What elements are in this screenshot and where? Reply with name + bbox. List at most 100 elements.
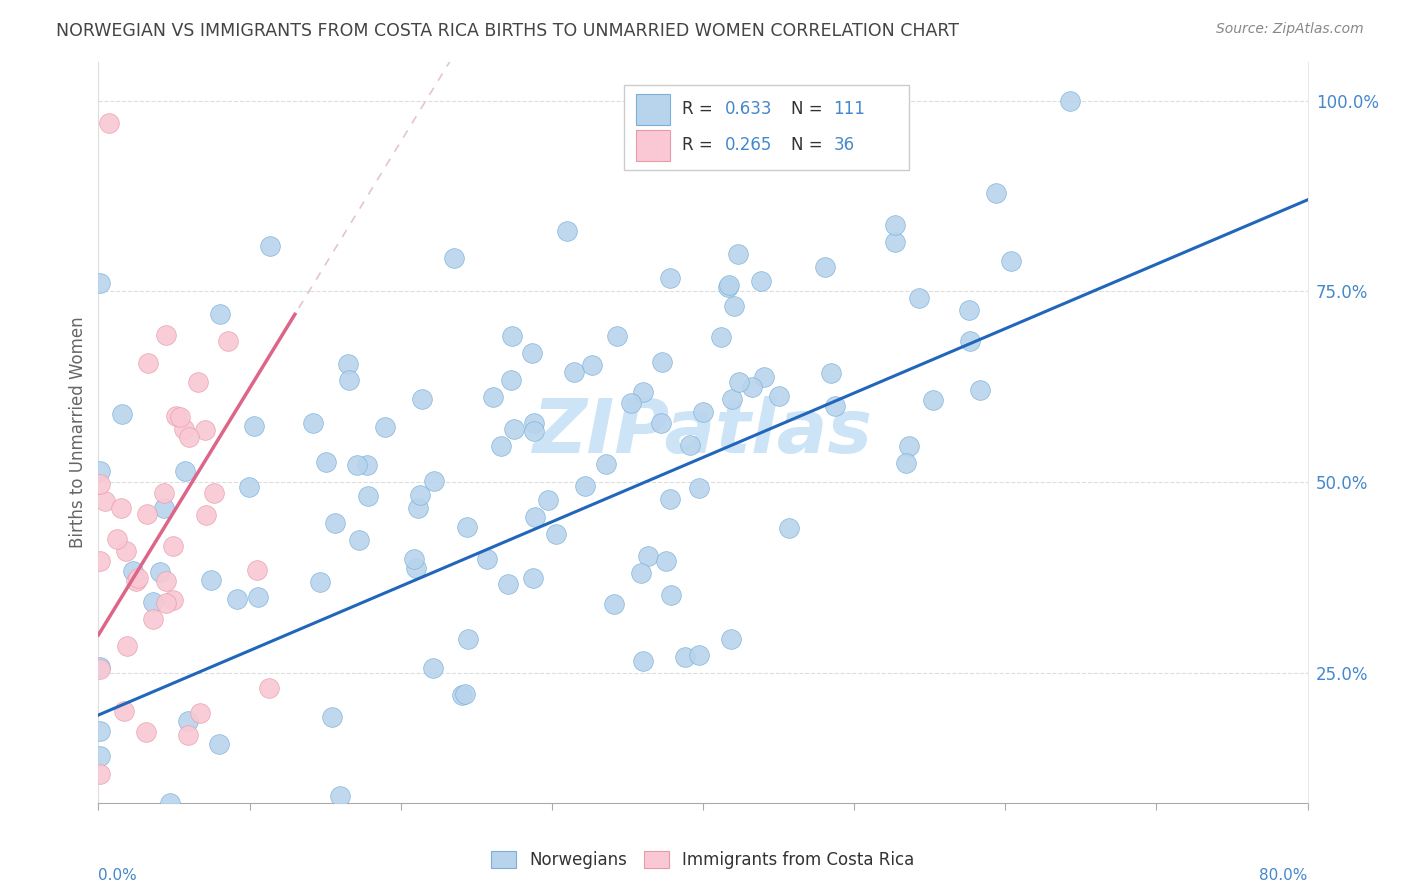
Point <box>111 407 134 421</box>
Point <box>883 235 905 249</box>
Point <box>329 789 352 803</box>
Point <box>496 576 519 591</box>
Point <box>149 565 172 579</box>
Point <box>986 186 1008 200</box>
Point <box>896 456 918 470</box>
Point <box>302 416 325 430</box>
Point <box>562 365 585 379</box>
Point <box>544 526 567 541</box>
Point <box>374 420 396 434</box>
Point <box>456 519 478 533</box>
Point <box>208 307 231 321</box>
Text: R =: R = <box>682 136 718 154</box>
Point <box>631 654 654 668</box>
Point <box>716 280 738 294</box>
Point <box>454 687 477 701</box>
Point <box>688 648 710 662</box>
Point <box>257 681 280 696</box>
Point <box>692 405 714 419</box>
Point <box>155 574 177 588</box>
Point <box>814 260 837 274</box>
Point <box>524 510 547 524</box>
Point <box>728 375 751 389</box>
Point <box>523 425 546 439</box>
Y-axis label: Births to Unmarried Women: Births to Unmarried Women <box>69 317 87 549</box>
Point <box>155 327 177 342</box>
Point <box>97 116 120 130</box>
Point <box>778 521 800 535</box>
Point <box>173 422 195 436</box>
Point <box>631 384 654 399</box>
Point <box>884 218 907 232</box>
Point <box>169 410 191 425</box>
Point <box>922 393 945 408</box>
Point <box>153 500 176 515</box>
Point <box>174 464 197 478</box>
Point <box>489 439 512 453</box>
Point <box>520 346 543 360</box>
Point <box>659 588 682 602</box>
Point <box>457 632 479 646</box>
Point <box>710 330 733 344</box>
Point <box>658 492 681 507</box>
Text: 0.265: 0.265 <box>724 136 772 154</box>
Point <box>581 358 603 372</box>
Point <box>574 479 596 493</box>
Point <box>959 334 981 348</box>
Text: 0.633: 0.633 <box>724 100 772 118</box>
Point <box>651 355 673 369</box>
Point <box>723 299 745 313</box>
Point <box>177 728 200 742</box>
Text: NORWEGIAN VS IMMIGRANTS FROM COSTA RICA BIRTHS TO UNMARRIED WOMEN CORRELATION CH: NORWEGIAN VS IMMIGRANTS FROM COSTA RICA … <box>56 22 959 40</box>
Point <box>89 659 111 673</box>
Text: 111: 111 <box>834 100 866 118</box>
Point <box>155 596 177 610</box>
Point <box>423 474 446 488</box>
Point <box>688 481 710 495</box>
FancyBboxPatch shape <box>624 85 908 169</box>
Point <box>658 270 681 285</box>
Point <box>727 247 749 261</box>
Point <box>202 486 225 500</box>
Point <box>242 419 264 434</box>
Legend: Norwegians, Immigrants from Costa Rica: Norwegians, Immigrants from Costa Rica <box>485 845 921 876</box>
Point <box>321 710 343 724</box>
Point <box>142 612 165 626</box>
Point <box>153 486 176 500</box>
Bar <box>637 130 671 161</box>
Point <box>114 544 136 558</box>
Point <box>142 594 165 608</box>
Point <box>537 492 560 507</box>
Point <box>411 392 433 406</box>
Point <box>475 552 498 566</box>
Point <box>89 463 111 477</box>
Point <box>135 508 157 522</box>
Point <box>650 416 672 430</box>
Point <box>135 725 157 739</box>
Point <box>721 392 744 407</box>
Text: Source: ZipAtlas.com: Source: ZipAtlas.com <box>1216 22 1364 37</box>
Point <box>422 661 444 675</box>
Bar <box>637 94 671 125</box>
Point <box>768 389 790 403</box>
Point <box>188 706 211 720</box>
Point <box>159 796 181 810</box>
Point <box>89 767 111 781</box>
Point <box>720 632 742 647</box>
Point <box>606 328 628 343</box>
Point <box>238 480 260 494</box>
Point <box>194 423 217 437</box>
Point <box>337 373 360 387</box>
Point <box>89 662 111 676</box>
Point <box>357 489 380 503</box>
Point <box>749 274 772 288</box>
Point <box>346 458 368 472</box>
Point <box>337 357 360 371</box>
Point <box>200 573 222 587</box>
Point <box>405 560 427 574</box>
Point <box>166 409 188 424</box>
Point <box>208 737 231 751</box>
Point <box>309 574 332 589</box>
Point <box>117 640 139 654</box>
Point <box>89 724 111 739</box>
